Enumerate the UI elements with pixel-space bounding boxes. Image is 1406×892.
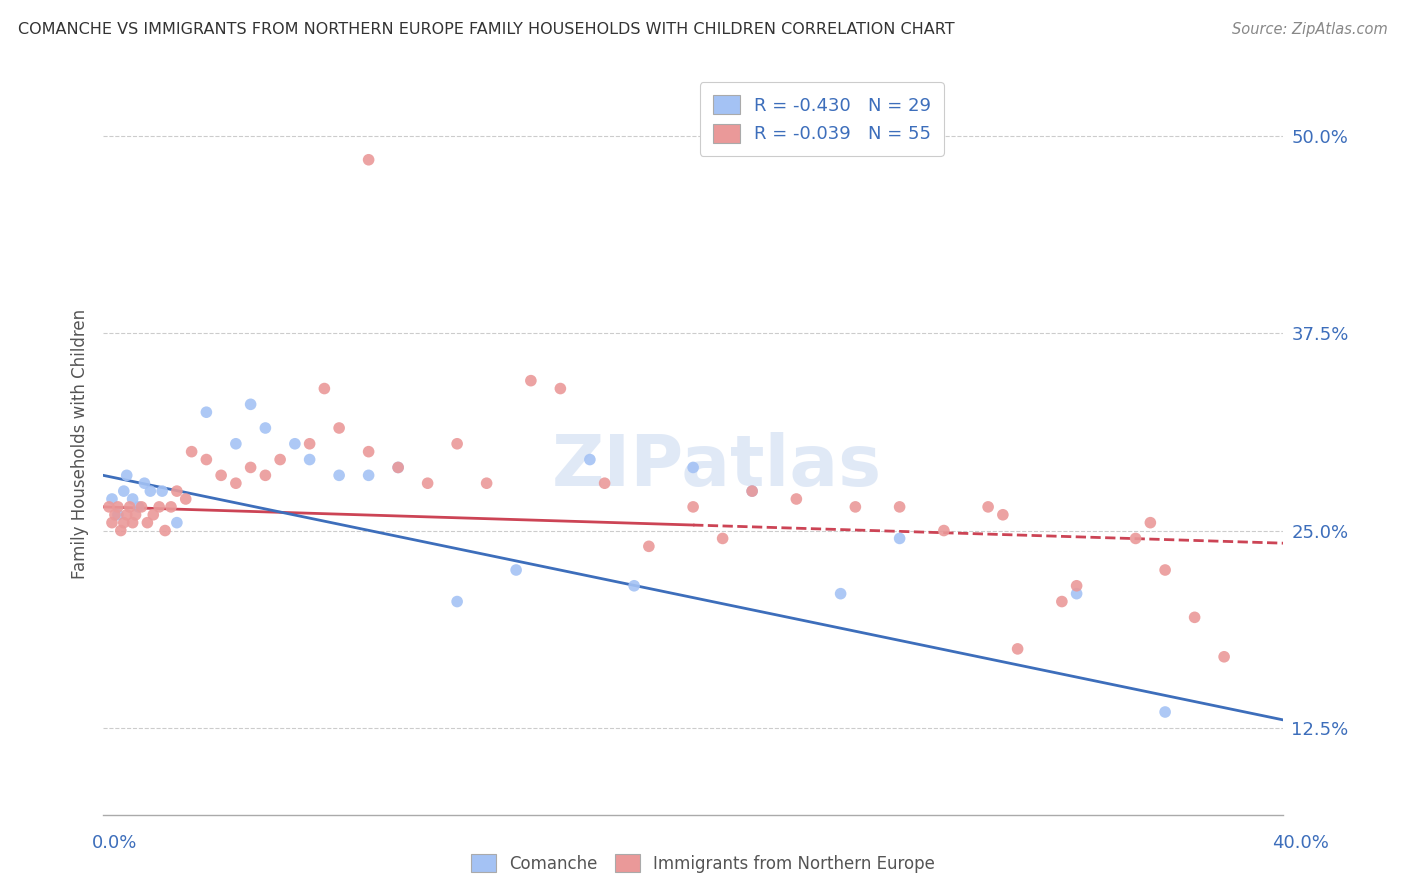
Point — [139, 484, 162, 499]
Point — [889, 500, 911, 514]
Y-axis label: Family Households with Children: Family Households with Children — [72, 309, 89, 579]
Point — [387, 460, 409, 475]
Point — [239, 460, 262, 475]
Point — [1184, 610, 1206, 624]
Point — [112, 516, 135, 530]
Text: ZIPatlas: ZIPatlas — [551, 432, 882, 500]
Point — [115, 508, 138, 522]
Point — [889, 532, 911, 546]
Point — [209, 468, 232, 483]
Point — [112, 484, 135, 499]
Point — [1139, 516, 1161, 530]
Point — [328, 421, 350, 435]
Text: 0.0%: 0.0% — [91, 834, 136, 852]
Point — [1154, 563, 1177, 577]
Point — [357, 153, 380, 167]
Point — [357, 468, 380, 483]
Point — [357, 444, 380, 458]
Point — [1213, 649, 1236, 664]
Point — [1154, 705, 1177, 719]
Point — [830, 587, 852, 601]
Point — [741, 484, 763, 499]
Point — [593, 476, 616, 491]
Text: 40.0%: 40.0% — [1272, 834, 1329, 852]
Point — [638, 539, 661, 553]
Point — [269, 452, 291, 467]
Point — [148, 500, 170, 514]
Point — [254, 468, 277, 483]
Point — [844, 500, 866, 514]
Point — [1050, 594, 1073, 608]
Point — [239, 397, 262, 411]
Point — [932, 524, 955, 538]
Point — [121, 516, 143, 530]
Point — [98, 500, 121, 514]
Point — [134, 476, 156, 491]
Point — [682, 460, 704, 475]
Point — [136, 516, 159, 530]
Point — [284, 436, 307, 450]
Point — [121, 491, 143, 506]
Point — [387, 460, 409, 475]
Point — [128, 500, 150, 514]
Point — [110, 524, 132, 538]
Point — [166, 516, 188, 530]
Point — [741, 484, 763, 499]
Point — [328, 468, 350, 483]
Point — [550, 382, 572, 396]
Point — [416, 476, 439, 491]
Point — [225, 476, 247, 491]
Point — [579, 452, 602, 467]
Point — [166, 484, 188, 499]
Point — [180, 444, 202, 458]
Legend: Comanche, Immigrants from Northern Europe: Comanche, Immigrants from Northern Europ… — [464, 847, 942, 880]
Point — [195, 405, 218, 419]
Point — [314, 382, 336, 396]
Point — [446, 436, 468, 450]
Point — [977, 500, 1000, 514]
Point — [298, 452, 321, 467]
Point — [505, 563, 527, 577]
Point — [124, 508, 146, 522]
Point — [1066, 579, 1088, 593]
Point — [785, 491, 807, 506]
Point — [991, 508, 1014, 522]
Point — [225, 436, 247, 450]
Point — [118, 500, 141, 514]
Point — [1125, 532, 1147, 546]
Point — [174, 491, 197, 506]
Point — [131, 500, 153, 514]
Point — [107, 508, 129, 522]
Point — [104, 508, 127, 522]
Point — [1007, 641, 1029, 656]
Text: COMANCHE VS IMMIGRANTS FROM NORTHERN EUROPE FAMILY HOUSEHOLDS WITH CHILDREN CORR: COMANCHE VS IMMIGRANTS FROM NORTHERN EUR… — [18, 22, 955, 37]
Point — [195, 452, 218, 467]
Point — [150, 484, 173, 499]
Point — [107, 500, 129, 514]
Point — [682, 500, 704, 514]
Point — [153, 524, 176, 538]
Point — [520, 374, 543, 388]
Point — [711, 532, 734, 546]
Point — [298, 436, 321, 450]
Point — [101, 516, 124, 530]
Point — [475, 476, 498, 491]
Point — [115, 468, 138, 483]
Text: Source: ZipAtlas.com: Source: ZipAtlas.com — [1232, 22, 1388, 37]
Point — [142, 508, 165, 522]
Point — [446, 594, 468, 608]
Point — [623, 579, 645, 593]
Point — [254, 421, 277, 435]
Legend: R = -0.430   N = 29, R = -0.039   N = 55: R = -0.430 N = 29, R = -0.039 N = 55 — [700, 82, 943, 156]
Point — [101, 491, 124, 506]
Point — [160, 500, 183, 514]
Point — [1066, 587, 1088, 601]
